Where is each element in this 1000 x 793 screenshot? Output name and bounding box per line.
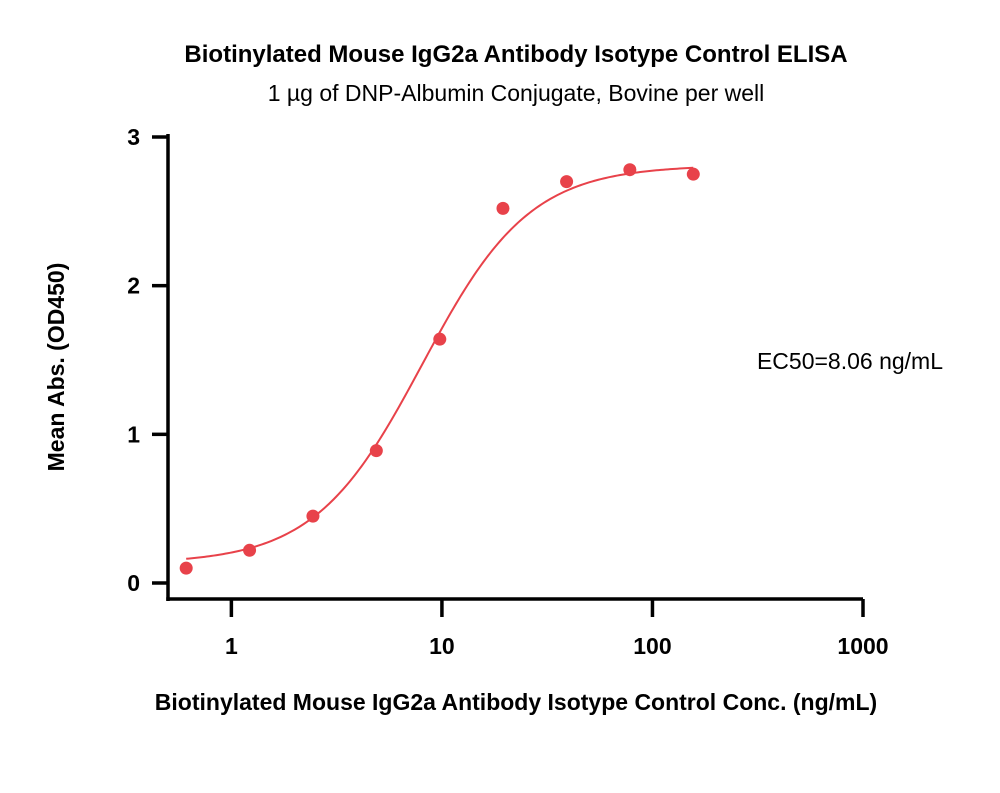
y-tick-label-2: 2	[127, 273, 140, 299]
x-tick-label-0: 1	[225, 633, 238, 659]
x-tick-label-1: 10	[429, 633, 455, 659]
ec50-annotation: EC50=8.06 ng/mL	[757, 348, 943, 374]
data-point-0-4	[433, 332, 447, 346]
data-point-0-1	[243, 543, 257, 557]
y-tick-label-3: 3	[127, 124, 140, 150]
x-axis-title: Biotinylated Mouse IgG2a Antibody Isotyp…	[155, 689, 877, 715]
y-tick-label-1: 1	[127, 421, 140, 447]
chart-title: Biotinylated Mouse IgG2a Antibody Isotyp…	[184, 41, 847, 68]
data-point-0-3	[369, 444, 383, 458]
x-tick-label-3: 1000	[837, 633, 888, 659]
data-point-0-2	[306, 509, 320, 523]
data-point-0-6	[560, 175, 574, 189]
x-ticks: 1 10 100 1000	[225, 599, 889, 659]
chart-subtitle: 1 µg of DNP-Albumin Conjugate, Bovine pe…	[268, 80, 765, 106]
y-tick-label-0: 0	[127, 570, 140, 596]
fit-curve	[186, 166, 694, 560]
x-tick-label-2: 100	[633, 633, 671, 659]
y-ticks: 0 1 2 3	[127, 124, 168, 596]
data-point-0-5	[496, 201, 510, 215]
data-point-0-8	[686, 167, 700, 181]
data-point-0-7	[623, 163, 637, 177]
y-axis-title: Mean Abs. (OD450)	[43, 263, 69, 472]
data-point-0-0	[179, 561, 193, 575]
data-points	[179, 163, 700, 575]
